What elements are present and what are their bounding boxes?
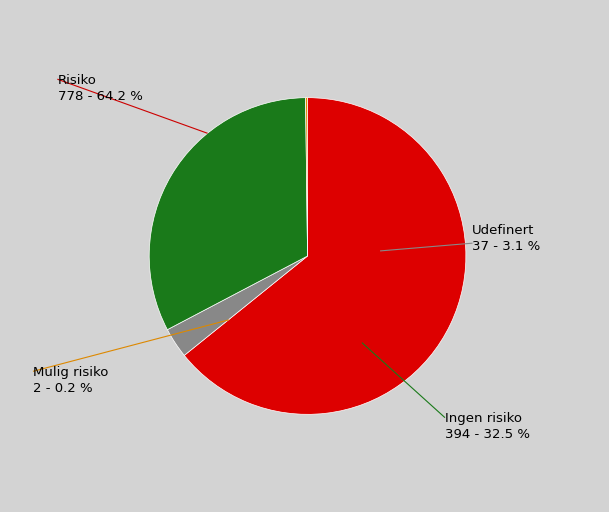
Wedge shape [167, 256, 308, 355]
Text: Risiko
778 - 64.2 %: Risiko 778 - 64.2 % [58, 74, 143, 103]
Wedge shape [185, 98, 466, 414]
Text: Mulig risiko
2 - 0.2 %: Mulig risiko 2 - 0.2 % [33, 366, 109, 395]
Text: Ingen risiko
394 - 32.5 %: Ingen risiko 394 - 32.5 % [445, 412, 530, 441]
Wedge shape [306, 98, 308, 256]
Wedge shape [149, 98, 308, 330]
Text: Udefinert
37 - 3.1 %: Udefinert 37 - 3.1 % [472, 224, 540, 252]
